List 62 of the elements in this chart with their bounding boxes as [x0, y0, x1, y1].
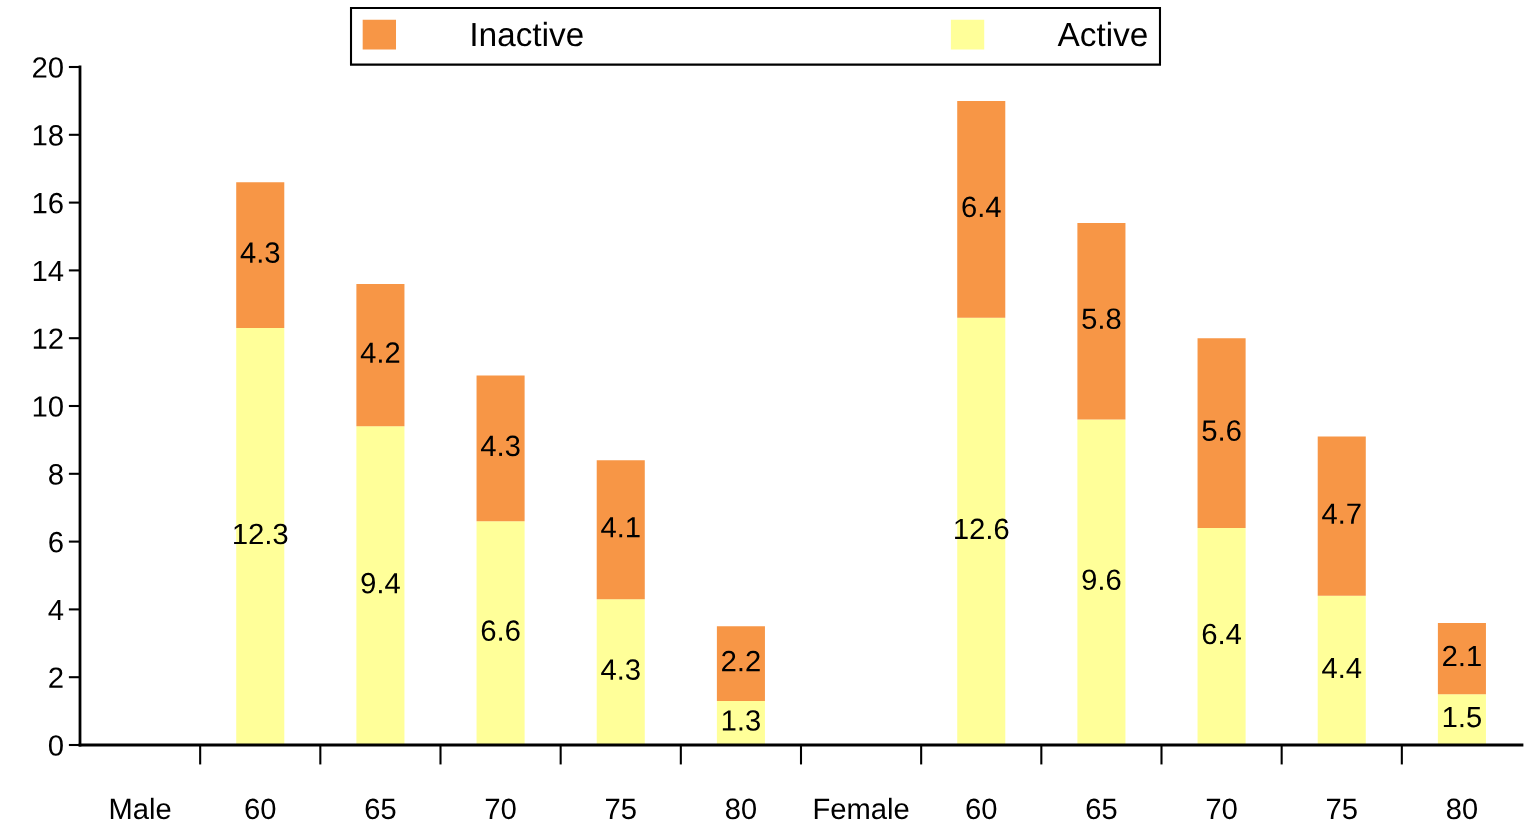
x-tick-label: 80 [1446, 798, 1477, 820]
bar [1437, 694, 1486, 745]
y-tick-label: 0 [48, 735, 63, 756]
bar [356, 283, 405, 427]
x-tick-label: 80 [725, 798, 756, 820]
bar [476, 375, 525, 522]
bar [1077, 419, 1126, 745]
y-tick-label: 6 [49, 531, 63, 553]
y-tick-label: 8 [49, 464, 63, 485]
y-tick-label: 14 [33, 260, 64, 281]
x-tick-label: 65 [365, 798, 396, 820]
data-label: 6.4 [1202, 623, 1241, 645]
x-tick-label: Female [814, 797, 909, 820]
bar [596, 599, 645, 745]
data-label: 5.6 [1202, 420, 1241, 441]
data-label: 4.3 [480, 435, 520, 457]
bar [957, 100, 1006, 318]
x-tick-label: 75 [606, 798, 636, 820]
x-tick-label: 75 [1327, 798, 1357, 820]
data-label: 9.6 [1082, 569, 1121, 591]
x-tick-label: 60 [245, 798, 276, 820]
data-label: 2.2 [722, 650, 760, 672]
y-tick-label: 18 [33, 125, 63, 146]
x-tick-label: 60 [966, 798, 997, 820]
data-label: 4.2 [360, 342, 400, 363]
y-tick-label: 10 [33, 396, 63, 417]
y-tick-label: 16 [33, 192, 63, 214]
data-label: 4.7 [1322, 503, 1361, 524]
y-tick-label: 12 [33, 328, 63, 349]
data-label: 12.3 [234, 523, 288, 545]
bar [596, 460, 645, 600]
data-label: 4.4 [1322, 657, 1362, 678]
bar [1317, 436, 1366, 596]
data-label: 5.8 [1082, 308, 1121, 330]
x-tick-label: 65 [1086, 798, 1117, 820]
bar [1197, 338, 1246, 529]
bar [356, 426, 405, 745]
data-label: 4.3 [240, 242, 280, 263]
data-label: 6.6 [481, 620, 520, 641]
bar [716, 626, 765, 701]
data-label: 12.6 [955, 518, 1009, 540]
bar [1197, 528, 1246, 745]
data-label: 9.4 [361, 572, 400, 594]
y-tick-label: 4 [48, 599, 64, 620]
x-tick-label: 70 [485, 798, 516, 820]
x-tick-label: Male [110, 797, 171, 820]
data-label: 4.1 [601, 517, 640, 538]
data-label: 2.1 [1443, 645, 1481, 667]
bar [476, 521, 525, 745]
bar [236, 182, 285, 329]
bar [1317, 595, 1366, 745]
data-label: 1.3 [722, 710, 760, 731]
data-label: 6.4 [962, 196, 1001, 218]
x-tick-label: 70 [1206, 798, 1237, 820]
legend-label: Active [1057, 21, 1147, 47]
y-tick-label: 2 [49, 667, 63, 688]
legend-label: Inactive [472, 21, 583, 47]
bar [1077, 222, 1126, 420]
data-label: 4.3 [601, 659, 640, 680]
data-label: 1.5 [1443, 707, 1481, 728]
bar [1437, 622, 1486, 695]
y-tick-label: 20 [33, 57, 63, 78]
